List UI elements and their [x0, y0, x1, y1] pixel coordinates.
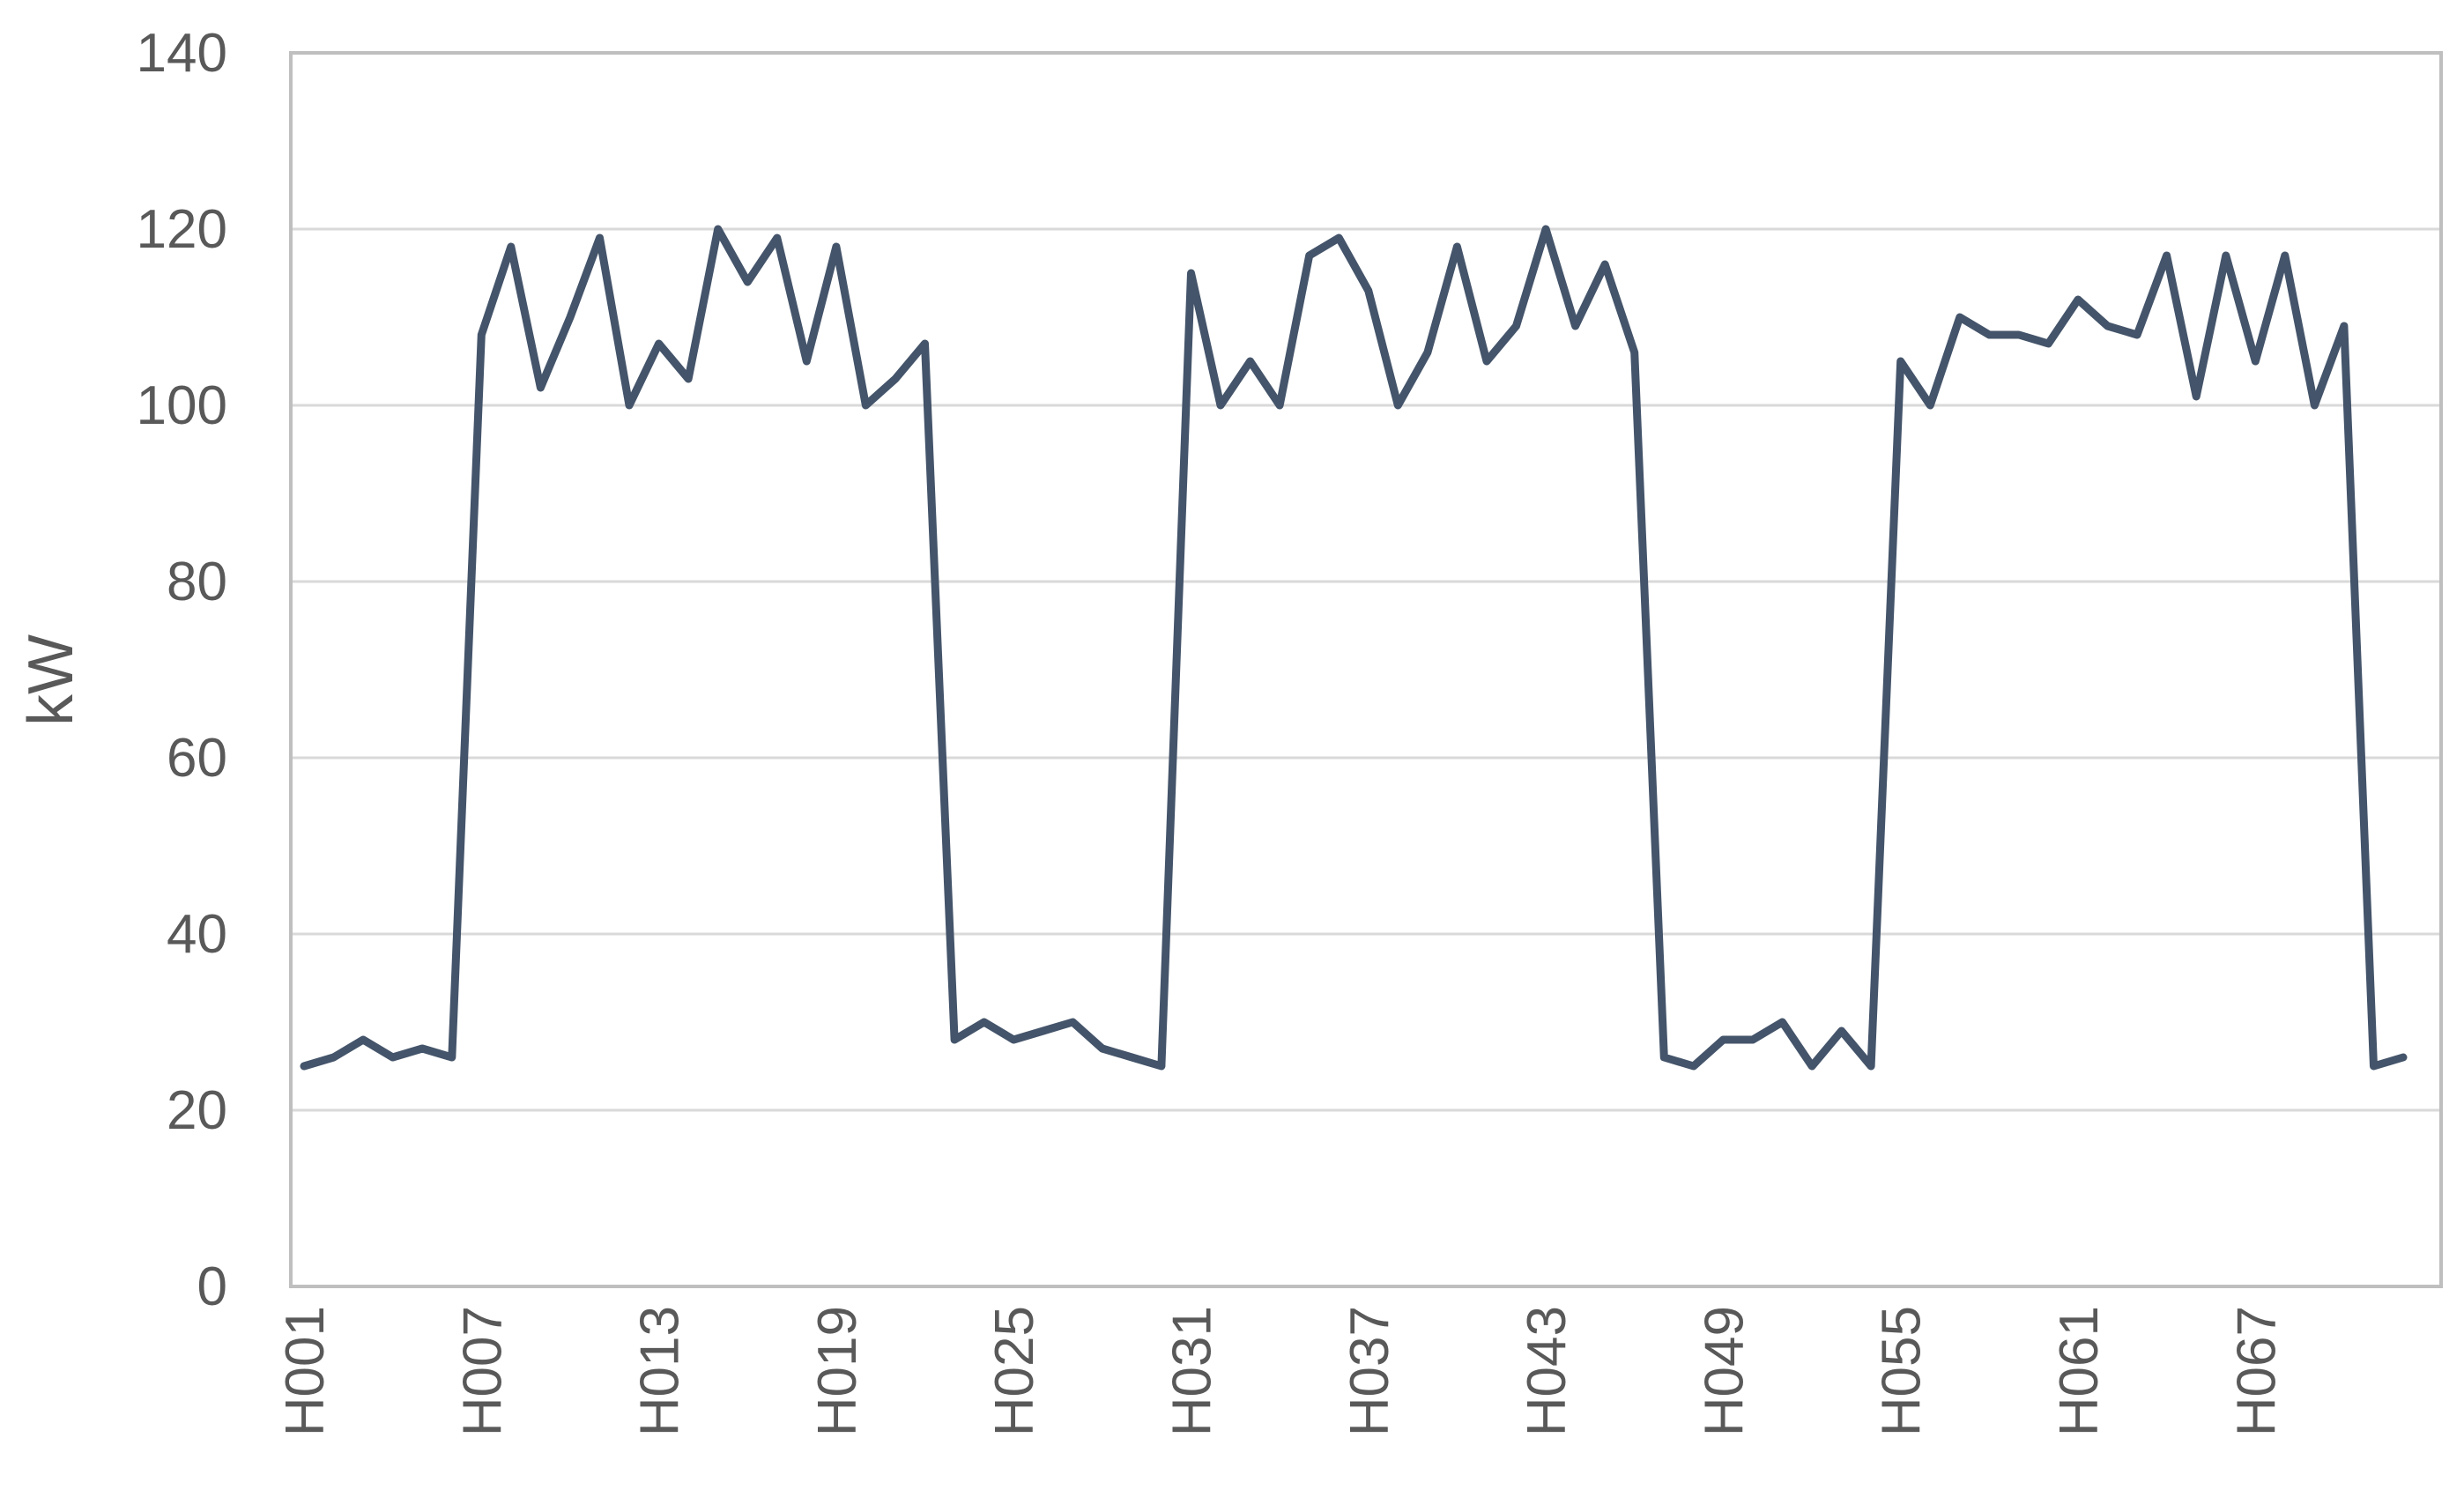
x-tick-label: H025 — [984, 1306, 1045, 1436]
y-axis-label: kW — [16, 634, 86, 726]
x-tick-label: H001 — [275, 1306, 336, 1436]
x-tick-label: H031 — [1162, 1306, 1223, 1436]
series-line — [300, 225, 2408, 1071]
y-tick-label: 80 — [167, 552, 227, 612]
x-tick-label: H043 — [1517, 1306, 1577, 1436]
y-tick-label: 140 — [137, 23, 227, 84]
y-tick-label: 100 — [137, 375, 227, 436]
x-tick-label: H055 — [1872, 1306, 1933, 1436]
x-tick-label: H007 — [452, 1306, 513, 1436]
plot-border — [289, 51, 2443, 1288]
y-tick-label: 0 — [197, 1256, 227, 1317]
x-tick-label: H019 — [807, 1306, 868, 1436]
plot-frame — [289, 51, 2443, 1288]
x-tick-label: H061 — [2049, 1306, 2110, 1436]
y-tick-label: 20 — [167, 1080, 227, 1141]
y-tick-label: 40 — [167, 904, 227, 965]
x-tick-label: H013 — [630, 1306, 691, 1436]
gridlines — [291, 227, 2441, 1112]
series-layer — [300, 225, 2408, 1071]
x-tick-label: H049 — [1694, 1306, 1755, 1436]
x-tick-label: H037 — [1340, 1306, 1400, 1436]
y-axis-ticks: 0 20 40 60 80 100 120 140 — [137, 23, 227, 1317]
y-tick-label: 120 — [137, 199, 227, 260]
x-axis-ticks: H001 H007 H013 H019 H025 H031 H037 H043 H049 H055… — [275, 1306, 2287, 1436]
x-tick-label: H067 — [2226, 1306, 2287, 1436]
y-tick-label: 60 — [167, 728, 227, 789]
